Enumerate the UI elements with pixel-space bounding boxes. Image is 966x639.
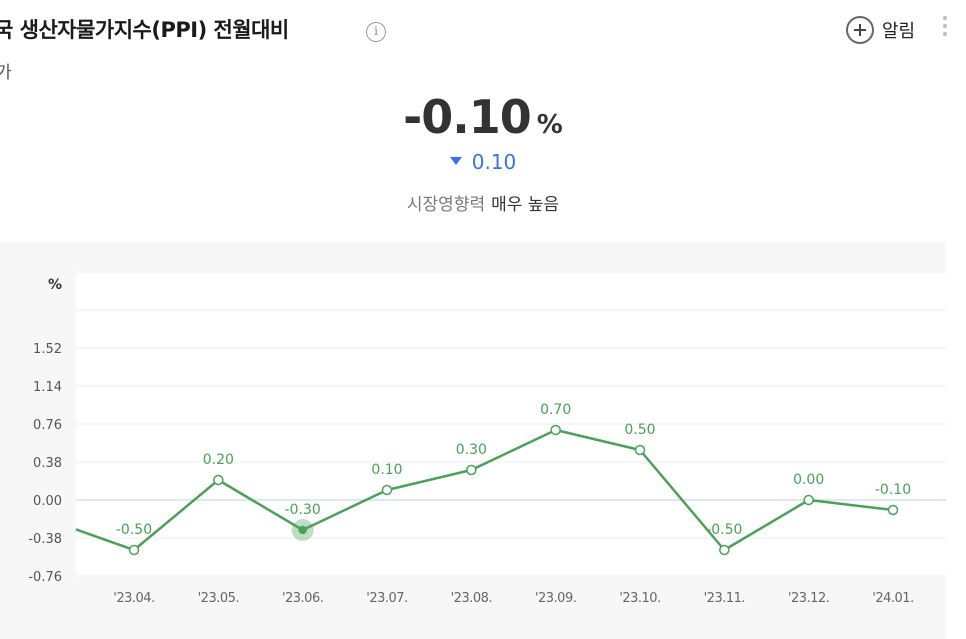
alarm-label: 알림 [882, 21, 916, 42]
x-tick-label: '23.06. [282, 591, 323, 606]
header: 국 생산자물가지수(PPI) 전월대비 i 가 알림 [0, 0, 966, 83]
x-tick-label: '23.05. [198, 591, 239, 606]
data-point [213, 474, 224, 486]
y-tick-label: -0.76 [28, 570, 62, 585]
y-tick-label: 1.14 [33, 380, 62, 395]
data-point [466, 464, 477, 476]
data-point [887, 504, 899, 516]
data-point [298, 525, 307, 535]
data-point [550, 424, 561, 436]
x-tick-label: '23.10. [619, 591, 660, 606]
y-tick-label: 1.52 [33, 342, 62, 357]
y-tick-label: 0.38 [33, 456, 62, 471]
market-impact: 시장영향력 매우 높음 [0, 190, 966, 215]
x-tick-label: '23.07. [366, 591, 407, 606]
alarm-button[interactable]: 알림 [846, 14, 915, 46]
data-label: 0.50 [624, 422, 655, 438]
data-point [719, 544, 730, 556]
data-label: 0.10 [371, 462, 402, 478]
info-icon[interactable]: i [366, 22, 386, 42]
data-point [381, 484, 393, 496]
data-label: -0.50 [706, 522, 742, 538]
page-title: 국 생산자물가지수(PPI) 전월대비 [0, 18, 289, 42]
data-label: 0.20 [203, 452, 234, 468]
x-tick-label: '24.01. [872, 591, 913, 606]
x-tick-label: '23.04. [113, 591, 154, 606]
data-label: -0.10 [875, 482, 911, 498]
x-tick-label: '23.08. [451, 591, 492, 606]
subtitle: 가 [0, 63, 12, 83]
more-vertical-icon[interactable] [940, 16, 950, 40]
plus-circle-icon [846, 16, 874, 44]
impact-label: 시장영향력 [406, 195, 486, 215]
y-tick-label: 0.00 [33, 494, 62, 509]
current-value: -0.10 [403, 90, 532, 144]
x-tick-label: '23.09. [535, 591, 576, 606]
impact-value: 매우 높음 [491, 195, 560, 215]
change-value: 0.10 [471, 150, 517, 174]
down-triangle-icon [449, 156, 462, 165]
data-label: 0.70 [540, 402, 571, 418]
data-label: -0.50 [116, 522, 152, 538]
data-label: 0.00 [793, 472, 824, 488]
x-tick-label: '23.11. [704, 591, 745, 606]
x-tick-label: '23.12. [788, 591, 829, 606]
value-unit: % [536, 110, 563, 140]
change-indicator: 0.10 [0, 150, 966, 174]
y-tick-label: 0.76 [33, 418, 62, 433]
data-point [634, 444, 646, 456]
data-point [128, 544, 140, 556]
summary-value: -0.10% [0, 90, 966, 144]
y-axis-label: % [48, 277, 62, 293]
y-tick-label: -0.38 [28, 532, 62, 547]
data-point [803, 494, 814, 506]
data-label: 0.30 [456, 442, 487, 458]
data-label: -0.30 [285, 502, 321, 518]
